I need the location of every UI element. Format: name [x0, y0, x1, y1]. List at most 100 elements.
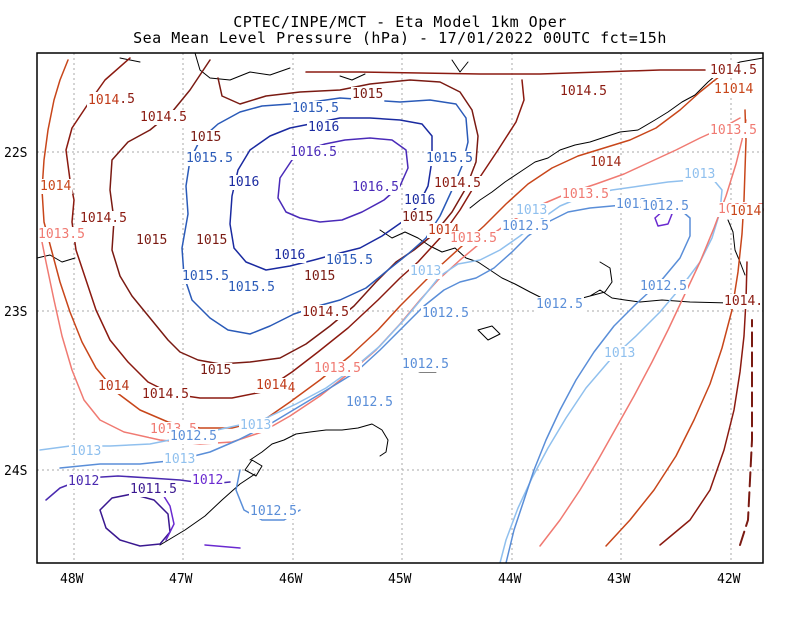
map-frame: [36, 52, 764, 564]
isobar-label: 1014.5: [560, 84, 607, 99]
isobar-label: 1013: [516, 203, 547, 218]
isobar-label-background: [401, 210, 435, 225]
isobar-label-background: [141, 387, 190, 402]
isobar-label: 1015: [190, 130, 221, 145]
isobar-1012-southeast: [159, 489, 241, 549]
y-axis-ticks: 22S 23S 24S: [4, 146, 27, 479]
isobar-label-background: [291, 101, 340, 116]
isobar-label-background: [709, 63, 758, 78]
isobar-label-background: [325, 253, 374, 268]
isobar-labels: 10151014.51014.51014.5101410141013.51014…: [37, 63, 766, 519]
isobar-label-background: [195, 233, 229, 248]
isobar-label: 1015: [200, 363, 231, 378]
isobar-label-background: [37, 227, 86, 242]
isobar-label-background: [227, 175, 261, 190]
isobar-label: 1012.5: [346, 395, 393, 410]
isobar-label-background: [289, 145, 338, 160]
isobar-label-background: [135, 233, 169, 248]
isobar-label: 1012.5: [250, 504, 297, 519]
isobar-label: 1015.5: [182, 269, 229, 284]
isobar-1013-5-east: [539, 119, 747, 547]
isobar-1012-5: [59, 203, 691, 563]
isobar-label-background: [301, 305, 350, 320]
isobar-label-background: [535, 297, 584, 312]
x-tick-label: 46W: [279, 572, 303, 587]
isobar-label-background: [433, 176, 482, 191]
isobar-label-background: [603, 346, 637, 361]
isobar-label: 1012.5: [640, 279, 687, 294]
isobar-label: 1012.5: [536, 297, 583, 312]
x-tick-label: 44W: [498, 572, 522, 587]
isobar-label: 1013.5: [450, 231, 497, 246]
isobar-label-background: [227, 280, 276, 295]
isobar-label-background: [501, 219, 550, 234]
isobar-label: 1015: [352, 87, 383, 102]
isobar-label-background: [97, 379, 131, 394]
isobar-label-background: [425, 151, 474, 166]
isobar-label-background: [87, 93, 121, 108]
coastline: [37, 53, 763, 546]
isobar-1015-east: [739, 319, 753, 546]
isobar-label-background: [199, 363, 233, 378]
isobar-1015-5: [181, 97, 469, 335]
isobar-label: 1014: [256, 378, 287, 393]
isobar-label: 1014: [40, 179, 71, 194]
isobar-label-background: [559, 84, 608, 99]
isobar-label-background: [515, 203, 549, 218]
isobar-label-background: [169, 429, 218, 444]
isobar-label: 1012.5: [422, 306, 469, 321]
isobar-label: 1011.5: [130, 482, 177, 497]
isobar-label: 1012.5: [642, 199, 689, 214]
isobar-label-background: [249, 504, 298, 519]
isobar-label-background: [561, 187, 610, 202]
isobar-label-background: [345, 395, 394, 410]
isobar-1014-5-north: [305, 69, 706, 75]
isobar-label-background: [69, 444, 103, 459]
x-tick-label: 45W: [388, 572, 412, 587]
isobar-label-background: [723, 294, 765, 309]
isobar-label-background: [409, 264, 443, 279]
isobar-label: 1015.5: [186, 151, 233, 166]
isobar-label: 1013.5: [562, 187, 609, 202]
x-tick-label: 42W: [717, 572, 741, 587]
isobar-1014-east: [605, 109, 747, 547]
isobar-label: 1013.5: [38, 227, 85, 242]
isobar-1016-5: [277, 137, 409, 223]
isobar-label-background: [683, 167, 717, 182]
isobar-label: 1016: [228, 175, 259, 190]
x-tick-label: 48W: [60, 572, 84, 587]
isobar-label: 1015: [402, 210, 433, 225]
isobar-label: 1014: [88, 93, 119, 108]
isobar-1016: [229, 117, 433, 271]
isobar-label: 1014: [722, 82, 753, 97]
isobar-label-background: [67, 474, 101, 489]
isobar-label: 1013: [684, 167, 715, 182]
isobar-label-background: [709, 123, 758, 138]
isobar-label-background: [255, 378, 289, 393]
isobar-label-background: [185, 151, 234, 166]
isobar-label-background: [273, 248, 307, 263]
isobar-label: 1013.5: [314, 361, 361, 376]
isobar-label: 1013: [410, 264, 441, 279]
isobar-label-background: [589, 155, 623, 170]
isobar-label-background: [351, 87, 385, 102]
isobar-label-background: [39, 179, 73, 194]
isobar-label-background: [139, 110, 188, 125]
isobar-label-background: [181, 269, 230, 284]
isobar-label-background: [403, 193, 437, 208]
isobar-label: 1012.5: [402, 357, 449, 372]
isobar-label: 1014.5: [434, 176, 481, 191]
isobar-label: 1012.5: [502, 219, 549, 234]
isobar-label: 1012.5: [170, 429, 217, 444]
isobar-label: 1013: [164, 452, 195, 467]
isobar-label: 1014.5: [140, 110, 187, 125]
isobar-label-background: [721, 82, 755, 97]
isobar-label: 1016: [404, 193, 435, 208]
isobar-label: 1014.5: [80, 211, 127, 226]
isobar-label: 1014: [98, 379, 129, 394]
isobar-label: 1016.5: [352, 180, 399, 195]
isobar-label: 1016: [274, 248, 305, 263]
y-tick-label: 23S: [4, 305, 27, 320]
isobar-label-background: [303, 269, 337, 284]
